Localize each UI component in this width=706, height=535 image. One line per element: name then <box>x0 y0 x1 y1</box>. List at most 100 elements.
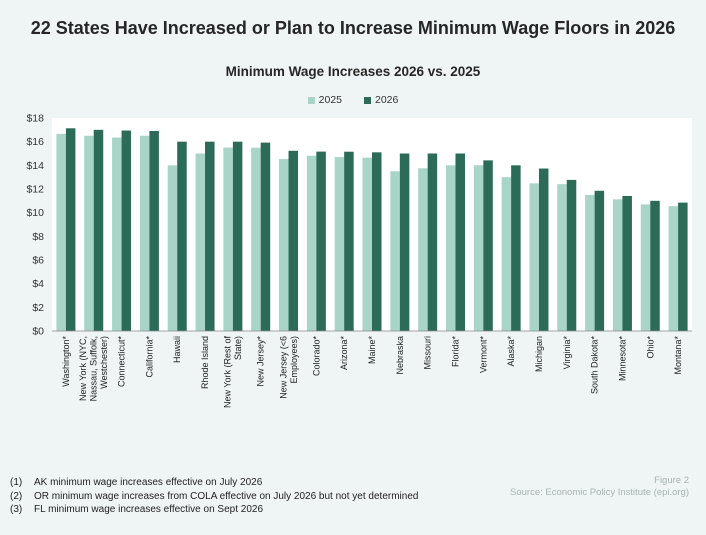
bar-2025 <box>306 155 317 331</box>
bar-2026 <box>288 150 299 331</box>
svg-text:Hawaii: Hawaii <box>172 336 182 363</box>
bar-2026 <box>594 190 605 331</box>
x-tick-label: Colorado* <box>311 336 321 377</box>
svg-text:Minnesota*: Minnesota* <box>617 336 627 382</box>
bar-2025 <box>585 194 595 331</box>
bar-2025 <box>362 157 372 331</box>
bar-2026 <box>260 142 271 331</box>
x-tick-label: California* <box>144 336 154 378</box>
svg-text:Florida*: Florida* <box>450 336 460 368</box>
svg-text:Vermont*: Vermont* <box>478 336 488 374</box>
footnote-text: FL minimum wage increases effective on S… <box>34 504 264 515</box>
bar-chart: $0 $2 $4 $6 $8 $10 $12 $14 $16 $18 Washington* New … <box>26 113 692 409</box>
bar-2025 <box>529 183 539 331</box>
legend-swatch-2026 <box>364 96 371 104</box>
bar-2026 <box>316 151 326 331</box>
svg-text:Nebraska: Nebraska <box>395 336 405 375</box>
bar-2025 <box>56 133 66 331</box>
x-tick-label: Nebraska <box>395 336 405 375</box>
bar-2026 <box>205 141 215 331</box>
x-tick-label: Washington* <box>61 336 71 387</box>
y-tick-label: $0 <box>32 326 44 338</box>
footnote-text: OR minimum wage increases from COLA effe… <box>34 490 419 502</box>
bar-2026 <box>455 153 465 331</box>
credits: Figure 2 Source: Economic Policy Institu… <box>510 475 689 498</box>
y-tick-label: $8 <box>32 231 44 243</box>
bar-2025 <box>418 168 428 331</box>
footnote-3: (3) FL minimum wage increases effective … <box>10 503 418 517</box>
y-tick-label: $4 <box>32 278 44 290</box>
svg-text:California*: California* <box>144 336 154 378</box>
y-tick-label: $2 <box>32 302 44 314</box>
bar-2025 <box>167 165 178 331</box>
bar-2026 <box>149 131 159 331</box>
x-tick-label: Missouri <box>423 336 433 370</box>
legend-item-2026: 2026 <box>364 94 398 106</box>
legend-swatch-2025 <box>307 96 315 104</box>
bar-2025 <box>139 135 150 331</box>
svg-text:Missouri: Missouri <box>423 336 433 370</box>
svg-text:New Jersey*: New Jersey* <box>256 336 266 387</box>
svg-text:Rhode Island: Rhode Island <box>200 336 210 389</box>
bar-2025 <box>473 165 484 331</box>
bar-2026 <box>65 128 76 331</box>
footnote-2: (2) OR minimum wage increases from COLA … <box>10 490 418 504</box>
svg-text:Michigan: Michigan <box>534 336 544 372</box>
bar-2026 <box>511 165 521 331</box>
footnote-number: (2) <box>10 490 23 502</box>
bar-2026 <box>650 200 660 331</box>
x-tick-label: Ohio* <box>645 336 655 359</box>
svg-text:Connecticut*: Connecticut* <box>117 336 127 388</box>
x-tick-label: Minnesota* <box>617 336 627 382</box>
svg-text:Ohio*: Ohio* <box>645 336 655 359</box>
x-tick-label: Alaska* <box>506 336 516 367</box>
chart-title: Minimum Wage Increases 2026 vs. 2025 <box>225 64 481 79</box>
y-tick-label: $10 <box>26 207 44 219</box>
bar-2026 <box>399 153 410 331</box>
svg-text:Maine*: Maine* <box>367 336 377 365</box>
bar-2025 <box>501 177 512 331</box>
bar-2026 <box>93 129 104 331</box>
bar-2026 <box>344 151 354 331</box>
x-tick-label: New Jersey* <box>256 336 266 387</box>
footnote-number: (1) <box>10 477 23 488</box>
bar-2025 <box>195 153 206 331</box>
bar-2026 <box>232 141 243 331</box>
x-tick-label: Maine* <box>367 336 377 365</box>
bar-2026 <box>372 152 382 331</box>
x-tick-label: Michigan <box>534 336 544 372</box>
bar-2026 <box>121 130 132 331</box>
x-tick-label: New York (NYC,Nassau, Suffolk,Westcheste… <box>78 336 109 401</box>
bar-2025 <box>279 159 289 331</box>
chart-legend: 2025 2026 <box>0 94 706 106</box>
footnote-1: (1) AK minimum wage increases effective … <box>10 476 418 490</box>
svg-text:South Dakota*: South Dakota* <box>590 336 600 395</box>
y-tick-label: $18 <box>26 113 44 125</box>
y-tick-label: $14 <box>26 160 44 172</box>
legend-item-2025: 2025 <box>307 94 342 106</box>
x-tick-label: New York (Rest ofState) <box>223 336 244 409</box>
x-tick-label: Vermont* <box>478 336 488 374</box>
x-tick-label: Hawaii <box>172 336 182 363</box>
legend-label-2026: 2026 <box>375 94 399 106</box>
y-tick-label: $16 <box>26 136 44 148</box>
x-tick-label: Connecticut* <box>117 336 127 388</box>
svg-text:New Jersey (<6Employees): New Jersey (<6Employees) <box>278 336 299 399</box>
bar-2026 <box>622 195 632 331</box>
y-tick-label: $6 <box>32 255 44 267</box>
bar-2025 <box>557 184 567 331</box>
x-tick-label: South Dakota* <box>590 336 600 395</box>
x-tick-label: Montana* <box>673 336 683 375</box>
footnotes: (1) AK minimum wage increases effective … <box>10 476 418 517</box>
bar-2026 <box>483 160 493 331</box>
figure-label: Figure 2 <box>654 475 689 486</box>
svg-text:New York (NYC,Nassau, Suffolk,: New York (NYC,Nassau, Suffolk,Westcheste… <box>78 336 109 401</box>
svg-text:New York (Rest ofState): New York (Rest ofState) <box>223 336 244 409</box>
x-tick-label: Arizona* <box>339 336 349 371</box>
svg-text:Montana*: Montana* <box>673 336 683 375</box>
x-tick-label: New Jersey (<6Employees) <box>278 336 299 399</box>
x-tick-label: Rhode Island <box>200 336 210 389</box>
x-tick-label: Virginia* <box>562 336 572 370</box>
bar-2025 <box>334 157 345 331</box>
bar-2025 <box>84 135 94 331</box>
